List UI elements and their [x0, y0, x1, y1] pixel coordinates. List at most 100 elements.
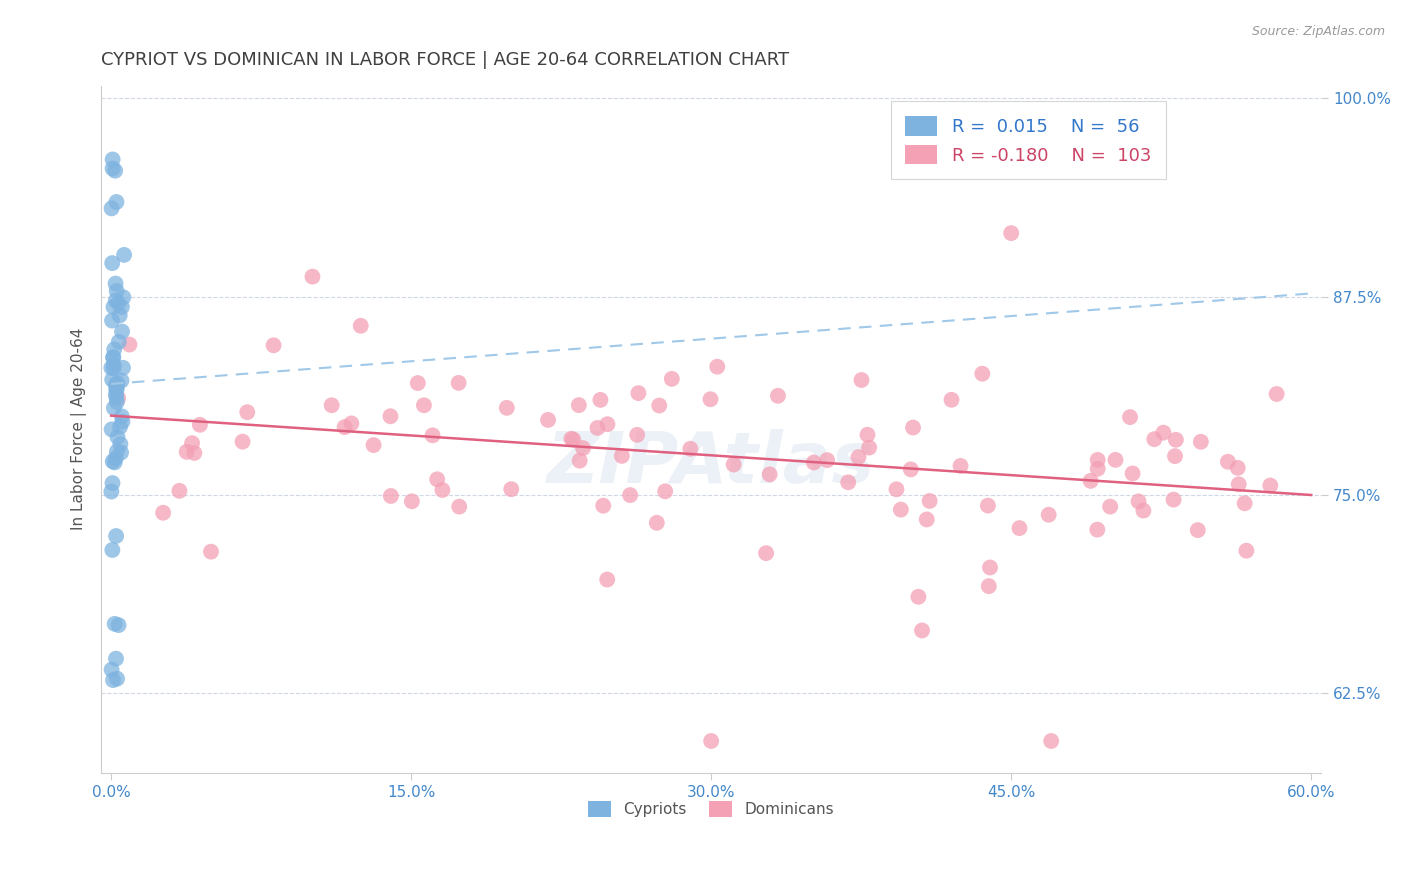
Point — [1080, 474, 1102, 488]
Point — [103, 358, 125, 372]
Point — [105, 529, 128, 543]
Point — [1087, 461, 1109, 475]
Point — [1008, 521, 1031, 535]
Point — [1122, 467, 1144, 481]
Point — [679, 442, 702, 456]
Point — [104, 163, 127, 178]
Point — [110, 374, 132, 388]
Point — [562, 433, 585, 447]
Point — [104, 377, 127, 392]
Point — [918, 494, 941, 508]
Point — [1187, 523, 1209, 537]
Point — [350, 318, 373, 333]
Point — [596, 573, 619, 587]
Point — [105, 651, 128, 665]
Point — [236, 405, 259, 419]
Point — [1087, 453, 1109, 467]
Point — [103, 401, 125, 415]
Point — [1040, 734, 1063, 748]
Point — [103, 350, 125, 364]
Point — [321, 398, 343, 412]
Point — [901, 420, 924, 434]
Point — [104, 293, 127, 308]
Point — [105, 395, 128, 409]
Point — [1000, 226, 1022, 240]
Point — [949, 458, 972, 473]
Point — [572, 441, 595, 455]
Point — [110, 437, 132, 451]
Point — [858, 441, 880, 455]
Point — [1104, 453, 1126, 467]
Point — [1143, 432, 1166, 446]
Point — [758, 467, 780, 482]
Point — [1265, 387, 1288, 401]
Point — [107, 391, 129, 405]
Point — [1152, 425, 1174, 440]
Point — [449, 500, 471, 514]
Point — [100, 663, 122, 677]
Point — [592, 499, 614, 513]
Point — [107, 618, 129, 632]
Point — [560, 432, 582, 446]
Point — [626, 427, 648, 442]
Point — [101, 543, 124, 558]
Point — [110, 445, 132, 459]
Point — [815, 453, 838, 467]
Point — [100, 202, 122, 216]
Point — [108, 309, 131, 323]
Point — [188, 417, 211, 432]
Point — [915, 512, 938, 526]
Point — [101, 161, 124, 176]
Point — [1216, 455, 1239, 469]
Point — [977, 579, 1000, 593]
Point — [401, 494, 423, 508]
Point — [596, 417, 619, 432]
Point — [1119, 410, 1142, 425]
Point — [105, 444, 128, 458]
Point — [972, 367, 994, 381]
Point — [700, 734, 723, 748]
Legend: Cypriots, Dominicans: Cypriots, Dominicans — [582, 796, 841, 823]
Point — [661, 372, 683, 386]
Point — [101, 256, 124, 270]
Point — [105, 390, 128, 404]
Point — [645, 516, 668, 530]
Point — [848, 450, 870, 464]
Point — [100, 360, 122, 375]
Point — [105, 382, 128, 396]
Point — [648, 399, 671, 413]
Point — [1189, 434, 1212, 449]
Point — [103, 343, 125, 357]
Point — [1099, 500, 1122, 514]
Point — [1227, 477, 1250, 491]
Point — [183, 446, 205, 460]
Point — [589, 392, 612, 407]
Point — [568, 453, 591, 467]
Point — [105, 194, 128, 209]
Point — [152, 506, 174, 520]
Point — [112, 248, 135, 262]
Point — [890, 502, 912, 516]
Text: Source: ZipAtlas.com: Source: ZipAtlas.com — [1251, 25, 1385, 38]
Point — [103, 300, 125, 314]
Point — [100, 422, 122, 436]
Point — [107, 296, 129, 310]
Point — [181, 436, 204, 450]
Point — [723, 458, 745, 472]
Point — [851, 373, 873, 387]
Point — [907, 590, 929, 604]
Point — [169, 483, 191, 498]
Point — [447, 376, 470, 390]
Point — [103, 361, 125, 376]
Point — [495, 401, 517, 415]
Point — [104, 455, 127, 469]
Point — [105, 284, 128, 298]
Point — [501, 482, 523, 496]
Point — [586, 421, 609, 435]
Point — [101, 476, 124, 491]
Point — [413, 398, 436, 412]
Point — [1226, 460, 1249, 475]
Point — [101, 313, 124, 327]
Point — [911, 624, 934, 638]
Point — [111, 360, 134, 375]
